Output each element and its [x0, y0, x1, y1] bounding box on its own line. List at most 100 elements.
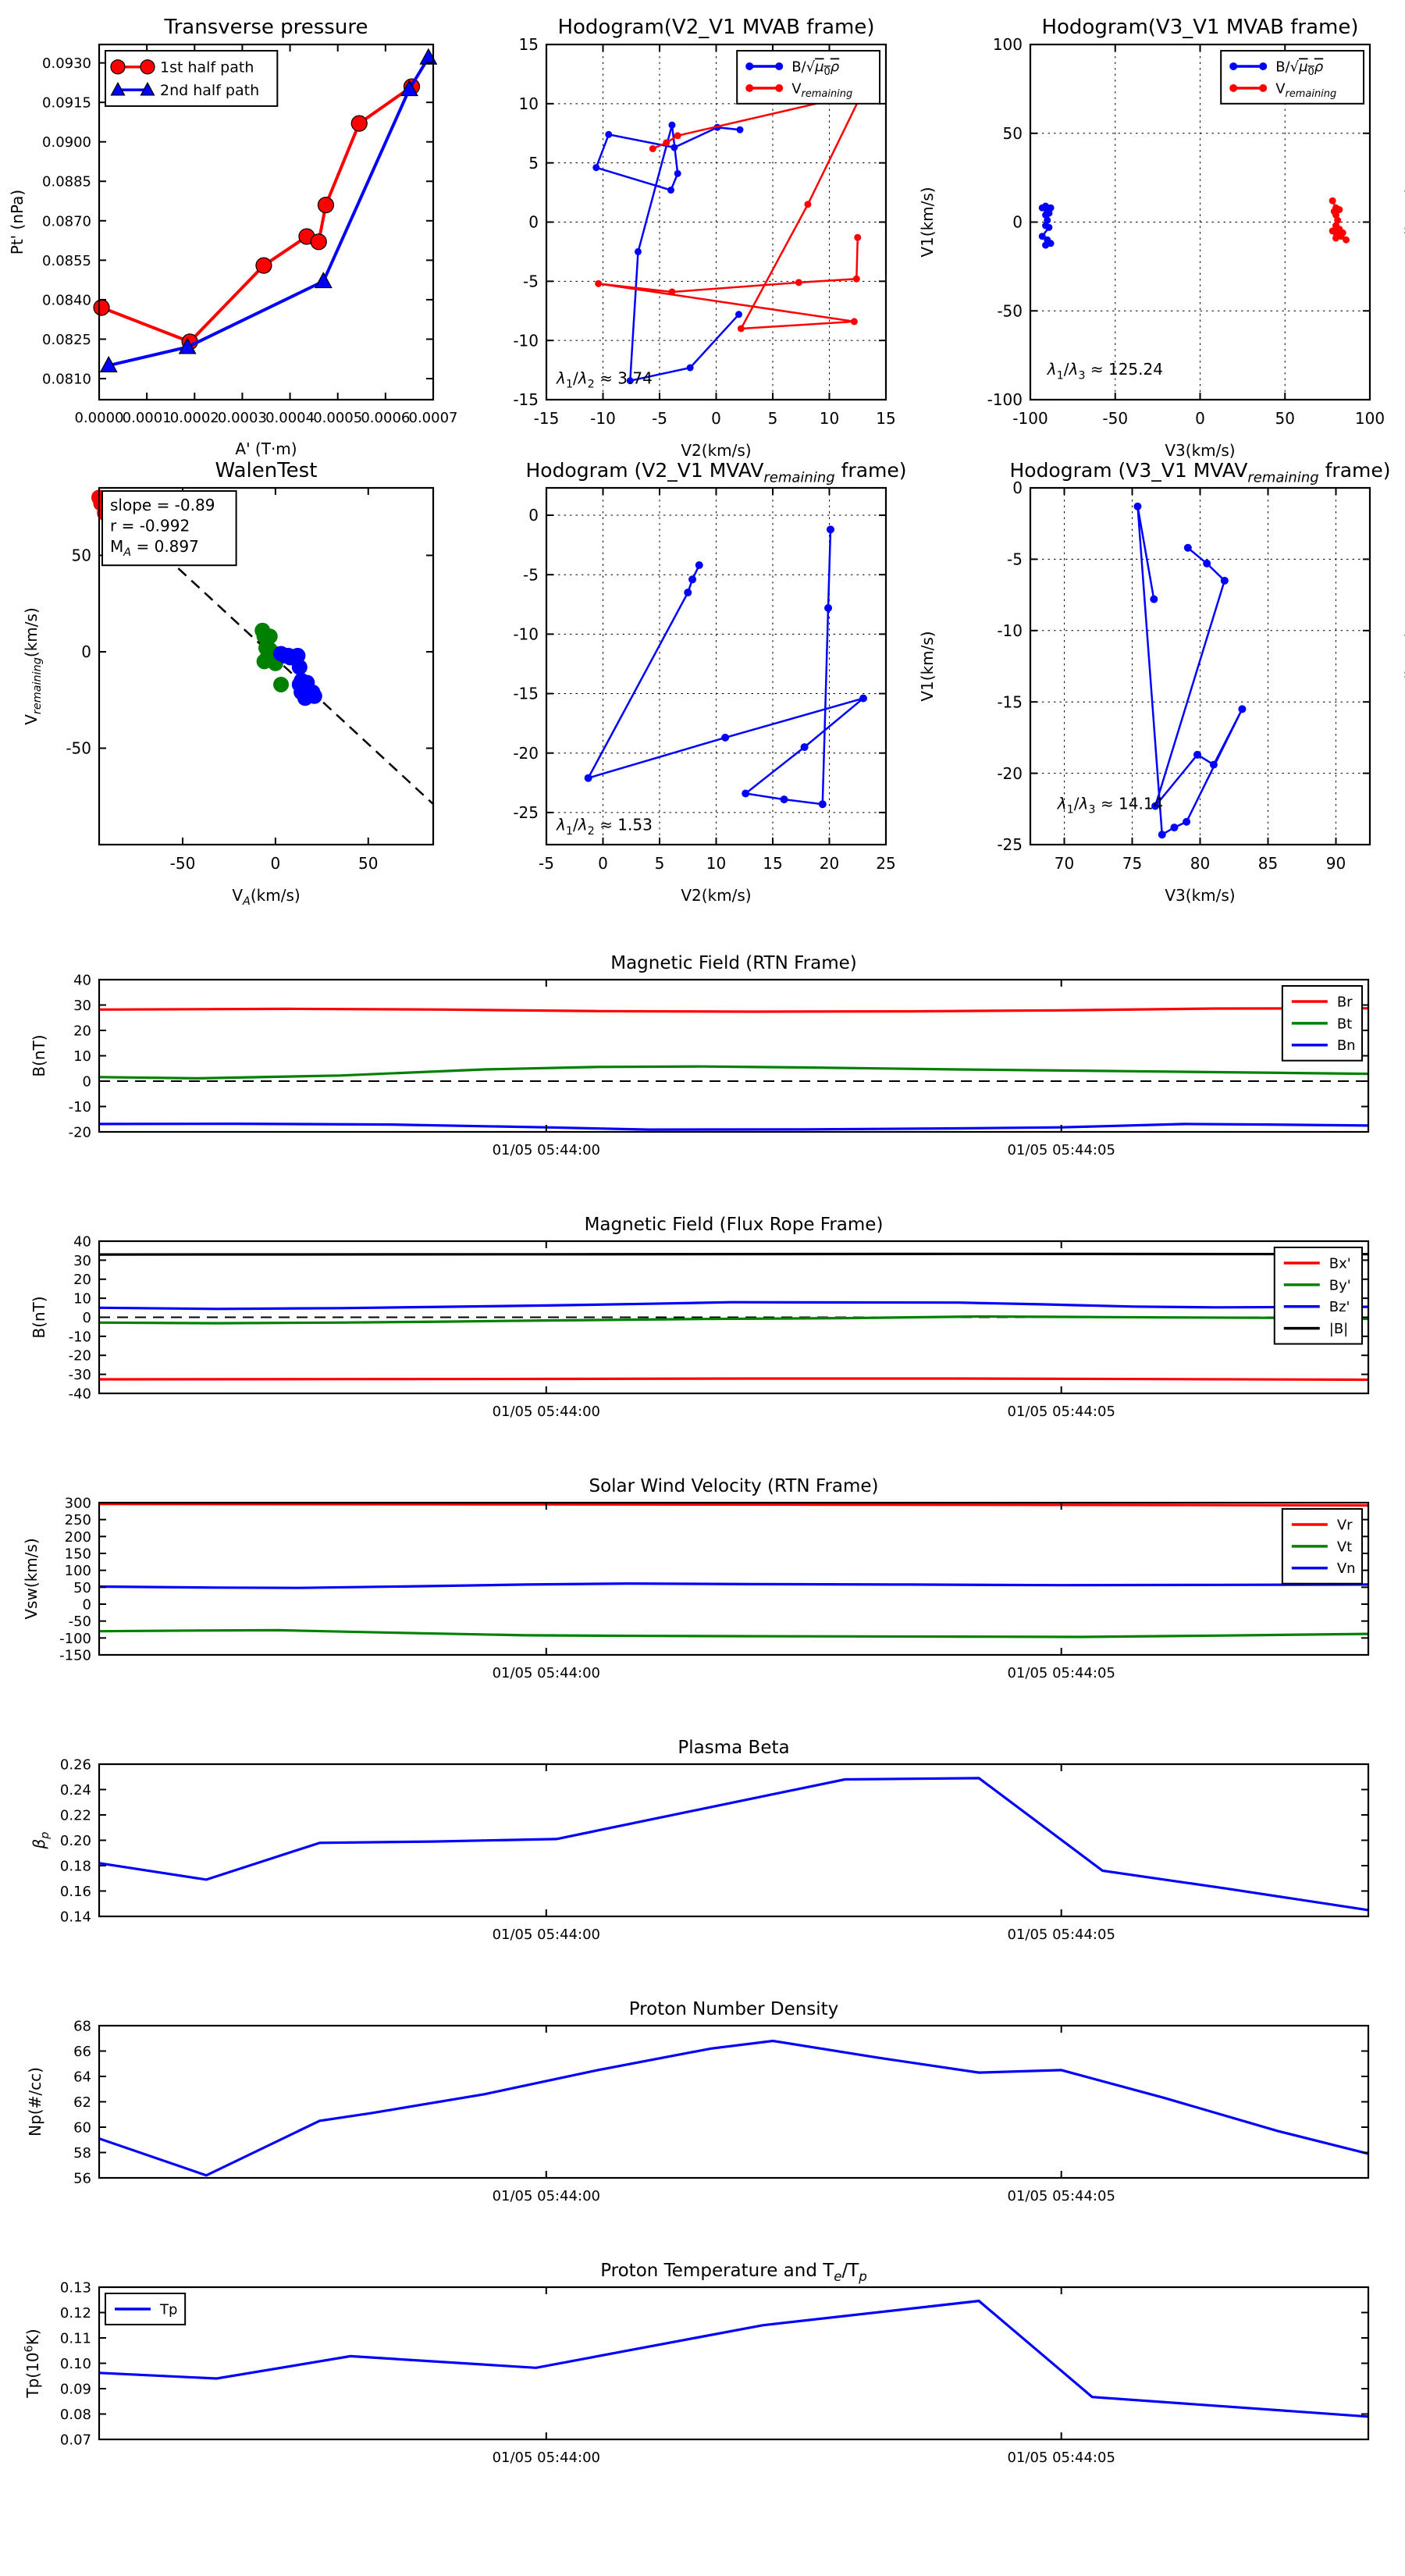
- y-tick-label: 40: [73, 972, 91, 988]
- y-tick-label: -10: [513, 331, 539, 350]
- y-tick-label: 0: [1012, 479, 1023, 497]
- series-line-Bx': [98, 1377, 1369, 1382]
- y-tick-label: 0.24: [60, 1782, 91, 1799]
- y-tick-label: -30: [69, 1367, 91, 1383]
- y-tick-label: 0.18: [60, 1858, 91, 1874]
- y-tick-label: 40: [73, 1233, 91, 1250]
- axes-background: [99, 2287, 1368, 2439]
- legend-box: [736, 50, 881, 105]
- panel-vsw-rtn: 01/05 05:44:00 01/05 05:44:05 -150-100-500…: [22, 1476, 1370, 1681]
- marker: [273, 676, 290, 692]
- y-axis-label: Np(#/cc): [26, 2067, 44, 2137]
- x-axis-label: V2(km/s): [681, 441, 751, 460]
- marker: [775, 84, 784, 92]
- marker: [804, 201, 812, 208]
- x-tick-label: 0.0002: [170, 410, 219, 426]
- stat-line: MA = 0.897: [110, 537, 199, 559]
- marker: [1044, 216, 1051, 224]
- x-tick-label: 25: [876, 854, 895, 873]
- panel-b-fluxrope: 01/05 05:44:00 01/05 05:44:05 -40 -30 -20 -10…: [30, 1215, 1370, 1420]
- y-tick-label: 0: [1012, 213, 1023, 232]
- marker: [310, 233, 327, 251]
- x-tick-label: 0.0005: [313, 410, 362, 426]
- y-tick-label: 0.0840: [42, 292, 91, 308]
- legend-label: |B|: [1329, 1321, 1348, 1337]
- y-tick-label: 0: [81, 642, 91, 661]
- y-tick-label: 0.0825: [42, 332, 91, 348]
- y-tick-label: -25: [997, 835, 1023, 854]
- y-tick-label: 0.20: [60, 1833, 91, 1849]
- marker: [663, 139, 670, 147]
- axes-background: [99, 980, 1368, 1132]
- annotation: λ1/λ3 ≈ 125.24: [1047, 360, 1163, 382]
- marker: [317, 196, 335, 214]
- y-axis-label: Vsw(km/s): [22, 1538, 41, 1619]
- y-tick-label: 56: [73, 2170, 91, 2186]
- legend-label: Bx': [1329, 1255, 1351, 1272]
- x-tick-label: 15: [876, 409, 895, 428]
- y-tick-label: 66: [73, 2044, 91, 2060]
- annotation: λ1/λ2 ≈ 3.74: [556, 369, 653, 391]
- y-axis-label: V1(km/s): [1402, 187, 1405, 257]
- marker: [1259, 62, 1268, 70]
- legend-label: Tp: [159, 2301, 177, 2318]
- y-tick-label: 0: [83, 1596, 91, 1613]
- y-tick-label: 50: [1003, 124, 1023, 143]
- y-tick-label: 20: [73, 1272, 91, 1288]
- series-line-By': [98, 1315, 1369, 1325]
- marker: [595, 279, 603, 287]
- x-tick-label: 90: [1326, 854, 1346, 873]
- y-tick-label: 62: [73, 2094, 91, 2111]
- y-tick-label: -15: [997, 692, 1023, 711]
- marker: [1238, 705, 1247, 713]
- marker: [850, 318, 858, 326]
- x-tick-label: 0.0003: [218, 410, 267, 426]
- panel-b-rtn: 01/05 05:44:00 01/05 05:44:05 -20 -10 0 10 20 3…: [30, 953, 1370, 1158]
- y-tick-label: -15: [513, 390, 539, 409]
- y-tick-label: 20: [73, 1023, 91, 1039]
- axes-title: Hodogram(V3_V1 MVAB frame): [1041, 16, 1358, 39]
- y-axis-label: B(nT): [30, 1034, 48, 1076]
- x-tick-label: 100: [1355, 409, 1385, 428]
- series-line-Tp: [98, 2299, 1369, 2418]
- x-tick-label: 10: [820, 409, 839, 428]
- x-tick-label: 5: [768, 409, 778, 428]
- marker: [110, 59, 126, 75]
- marker: [314, 272, 333, 289]
- series-line-beta p: [98, 1777, 1369, 1912]
- y-axis-label: V1(km/s): [918, 187, 937, 257]
- x-tick-label: -100: [1012, 409, 1048, 428]
- marker: [255, 257, 272, 274]
- panel-hodogram-v2v1-mvav: -5 0 5 10 15 20 25 0 -5 -10 -15 -20 -25 Hodogram (V2_…: [513, 459, 937, 905]
- axes-frame: [98, 486, 435, 846]
- x-tick-label: 01/05 05:44:00: [493, 1927, 600, 1943]
- y-tick-label: 0: [83, 1310, 91, 1326]
- marker: [780, 795, 788, 804]
- marker: [1183, 543, 1192, 552]
- y-tick-label: 0.08: [60, 2407, 91, 2423]
- x-axis-label: V3(km/s): [1165, 886, 1235, 905]
- marker: [1229, 62, 1238, 70]
- x-axis-label: V3(km/s): [1165, 441, 1235, 460]
- y-tick-label: -50: [997, 301, 1023, 320]
- axes-title: Hodogram (V3_V1 MVAVremaining frame): [1009, 459, 1390, 486]
- marker: [736, 126, 744, 133]
- annotation: λ1/λ2 ≈ 1.53: [556, 816, 653, 838]
- panel-proton-temperature: 01/05 05:44:00 01/05 05:44:05 0.07 0.08 0.09…: [23, 2261, 1370, 2466]
- marker: [1045, 223, 1053, 231]
- y-axis-label: V1(km/s): [1402, 631, 1405, 701]
- x-tick-label: 01/05 05:44:00: [493, 1665, 600, 1681]
- axes-background: [99, 2026, 1368, 2178]
- marker: [684, 589, 692, 597]
- y-tick-label: 10: [73, 1291, 91, 1308]
- axes-title: Solar Wind Velocity (RTN Frame): [589, 1476, 878, 1496]
- y-tick-label: 0.14: [60, 1909, 91, 1925]
- x-axis-label: V2(km/s): [681, 886, 751, 905]
- axes-title: Magnetic Field (Flux Rope Frame): [585, 1215, 884, 1235]
- marker: [93, 299, 110, 316]
- x-tick-label: 0.0004: [265, 410, 315, 426]
- axes-title: Hodogram (V2_V1 MVAVremaining frame): [525, 459, 906, 486]
- y-tick-label: 0.0870: [42, 213, 91, 229]
